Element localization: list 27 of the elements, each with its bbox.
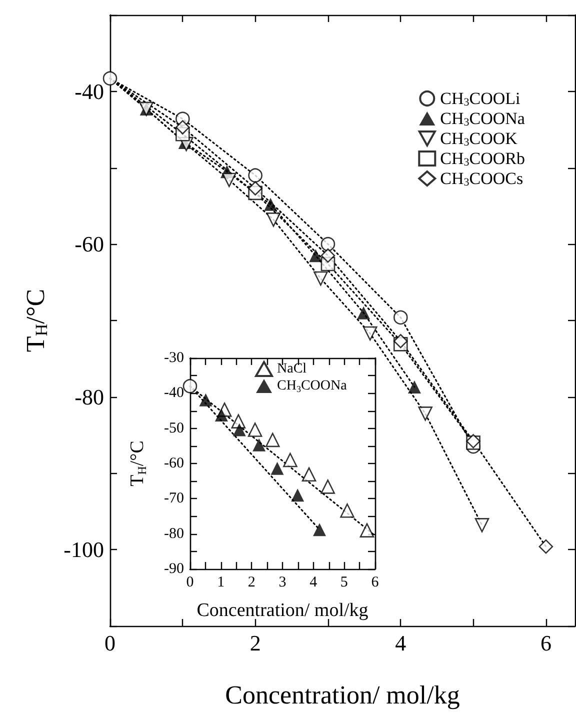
x-tick-label: 6 — [540, 630, 552, 656]
y-tick-label: -40 — [164, 385, 184, 402]
y-tick-label: -70 — [164, 490, 184, 507]
legend-label: NaCl — [277, 362, 307, 376]
x-tick-label: 6 — [371, 574, 380, 590]
x-tick-label: 4 — [395, 630, 406, 656]
y-tick-label: -90 — [164, 561, 184, 577]
x-axis-title: Concentration/ mol/kg — [225, 680, 460, 710]
x-tick-label: 4 — [310, 574, 318, 590]
x-tick-label: 0 — [186, 574, 194, 590]
x-tick-label: 2 — [248, 574, 256, 590]
y-tick-label: -40 — [74, 78, 104, 104]
y-tick-label: -80 — [74, 384, 104, 410]
y-tick-label: -80 — [164, 526, 184, 542]
y-tick-label: -100 — [64, 537, 104, 562]
y-axis-title: TH/°C — [21, 288, 51, 352]
y-tick-label: -60 — [74, 232, 104, 257]
y-tick-label: -50 — [164, 420, 184, 436]
x-tick-label: 0 — [104, 630, 116, 656]
x-tick-label: 1 — [217, 574, 225, 590]
y-axis-title: TH/°C — [127, 440, 149, 486]
y-tick-label: -60 — [164, 456, 184, 472]
x-tick-label: 2 — [250, 630, 261, 656]
y-tick-label: -30 — [164, 350, 184, 366]
x-tick-label: 5 — [340, 574, 348, 590]
x-tick-label: 3 — [278, 574, 286, 590]
x-axis-title: Concentration/ mol/kg — [196, 600, 369, 621]
